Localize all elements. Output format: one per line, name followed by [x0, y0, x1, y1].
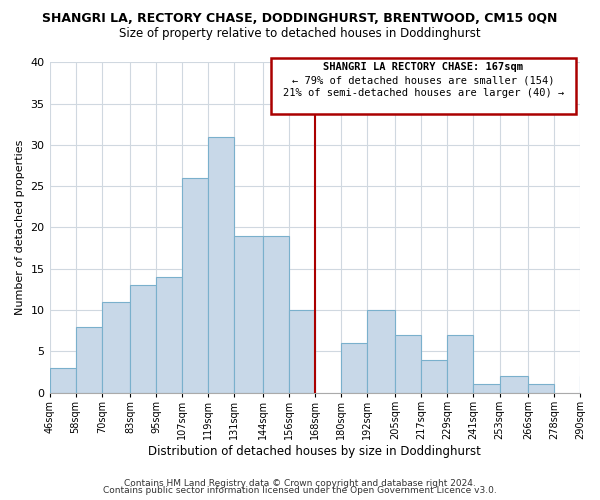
- Text: Contains HM Land Registry data © Crown copyright and database right 2024.: Contains HM Land Registry data © Crown c…: [124, 478, 476, 488]
- Bar: [263, 236, 289, 392]
- Bar: [473, 384, 500, 392]
- Y-axis label: Number of detached properties: Number of detached properties: [15, 140, 25, 315]
- Text: 21% of semi-detached houses are larger (40) →: 21% of semi-detached houses are larger (…: [283, 88, 564, 98]
- Bar: [102, 302, 130, 392]
- Text: Size of property relative to detached houses in Doddinghurst: Size of property relative to detached ho…: [119, 28, 481, 40]
- Bar: [448, 335, 473, 392]
- Bar: [528, 384, 554, 392]
- Text: SHANGRI LA RECTORY CHASE: 167sqm: SHANGRI LA RECTORY CHASE: 167sqm: [323, 62, 523, 72]
- Bar: [395, 335, 421, 392]
- Bar: [289, 310, 315, 392]
- Bar: [367, 310, 395, 392]
- Text: ← 79% of detached houses are smaller (154): ← 79% of detached houses are smaller (15…: [292, 76, 555, 86]
- Bar: [421, 360, 448, 392]
- Bar: [235, 236, 263, 392]
- FancyBboxPatch shape: [271, 58, 575, 114]
- Text: SHANGRI LA, RECTORY CHASE, DODDINGHURST, BRENTWOOD, CM15 0QN: SHANGRI LA, RECTORY CHASE, DODDINGHURST,…: [43, 12, 557, 26]
- Bar: [580, 376, 600, 392]
- Bar: [182, 178, 208, 392]
- Bar: [76, 326, 102, 392]
- Bar: [156, 277, 182, 392]
- Bar: [208, 136, 235, 392]
- Bar: [341, 343, 367, 392]
- X-axis label: Distribution of detached houses by size in Doddinghurst: Distribution of detached houses by size …: [148, 444, 481, 458]
- Bar: [130, 286, 156, 393]
- Text: Contains public sector information licensed under the Open Government Licence v3: Contains public sector information licen…: [103, 486, 497, 495]
- Bar: [500, 376, 528, 392]
- Bar: [50, 368, 76, 392]
